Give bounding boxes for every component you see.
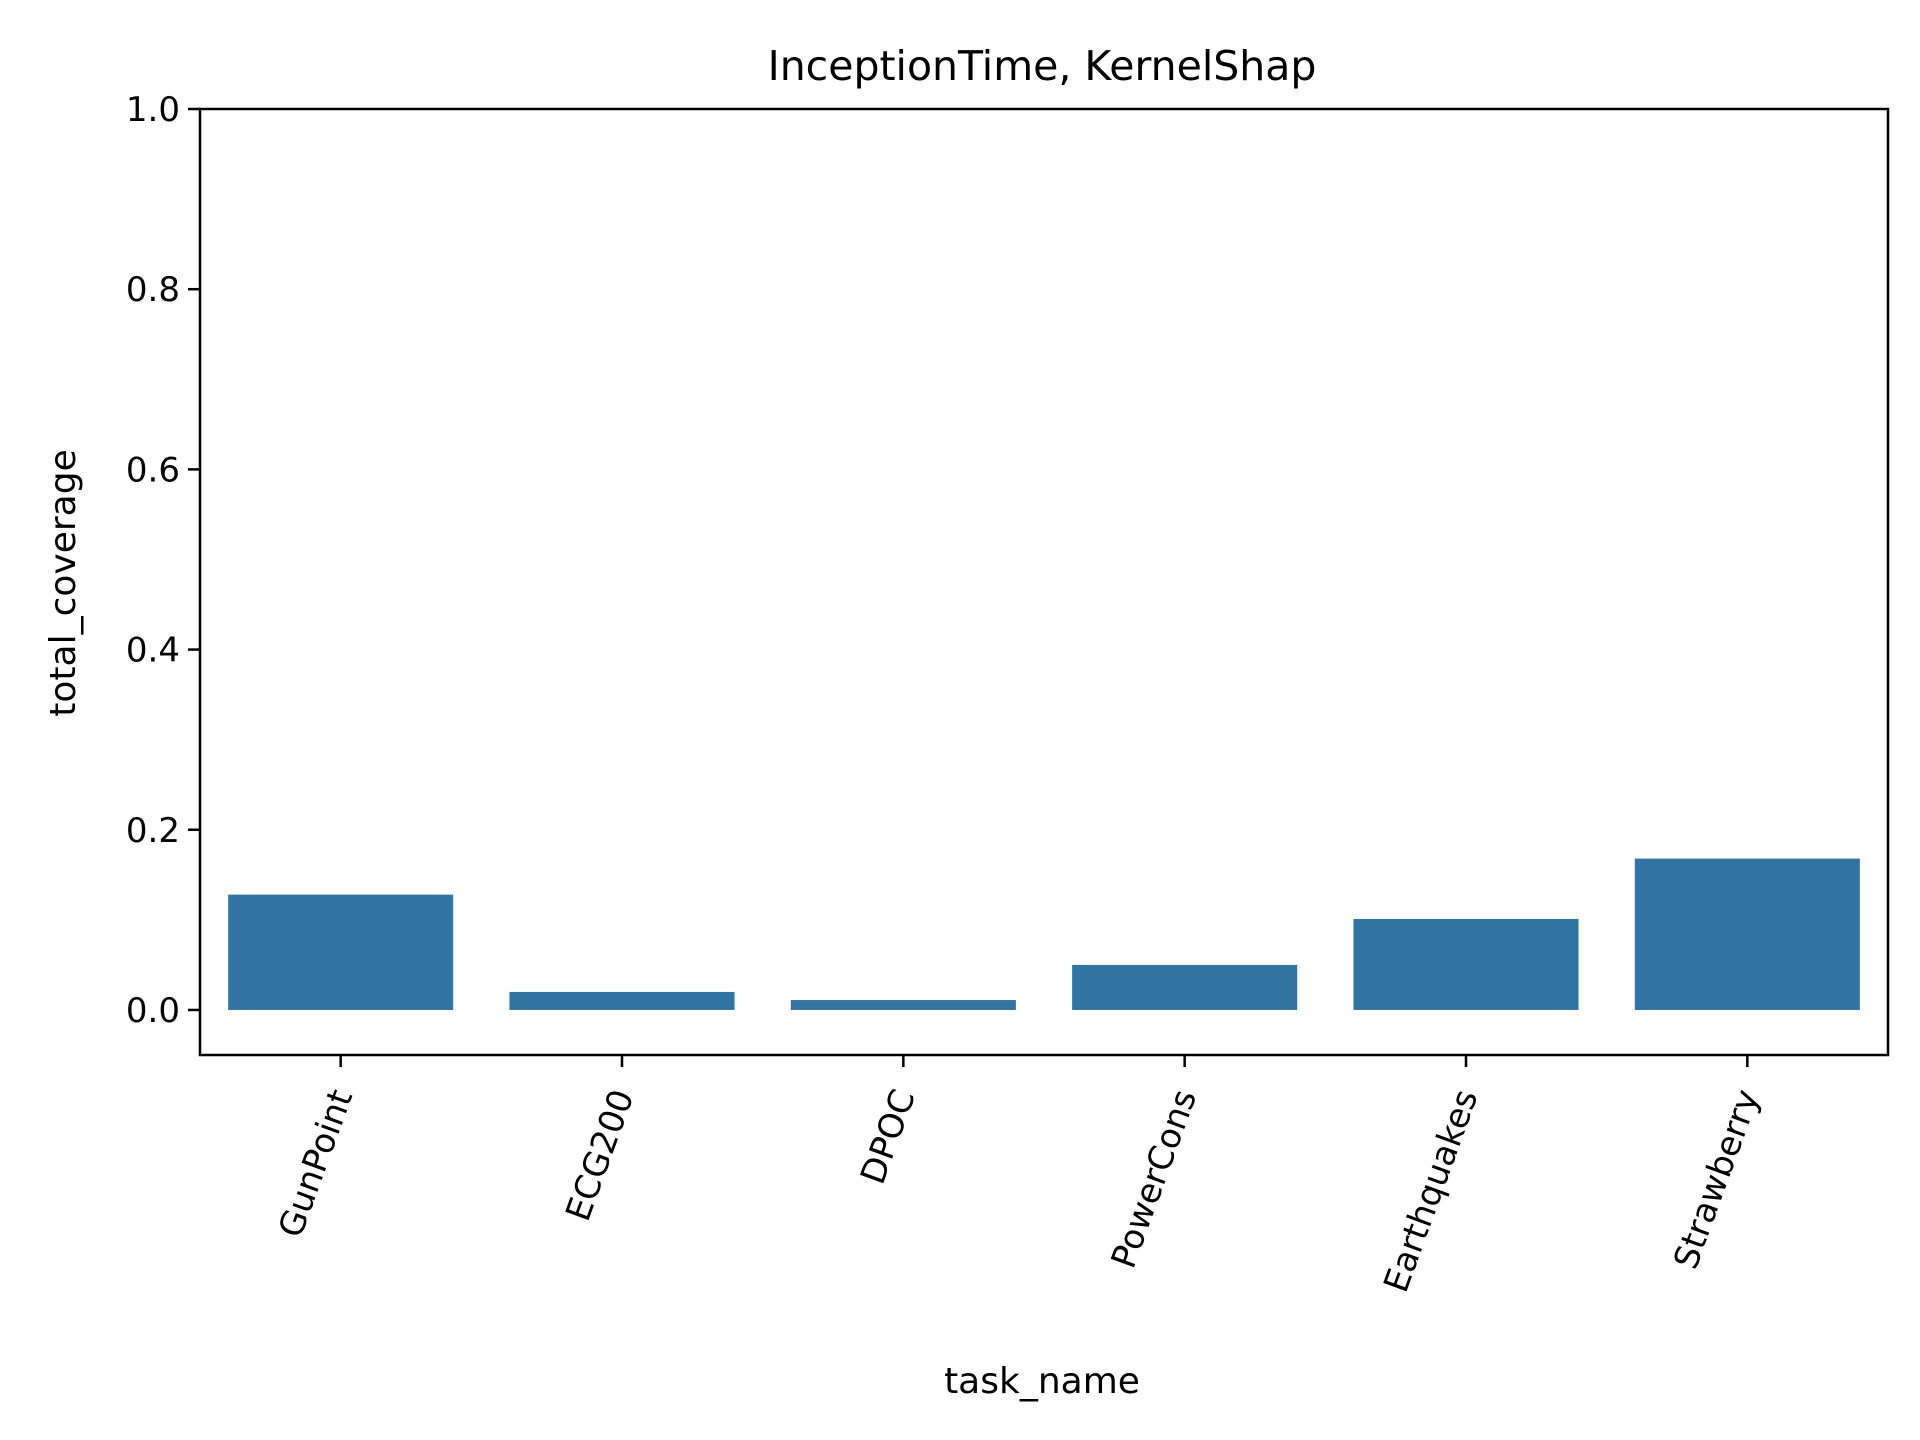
chart-title: InceptionTime, KernelShap [768,42,1317,90]
y-tick-label: 0.8 [126,270,180,310]
x-axis-title: task_name [944,1361,1140,1402]
bar-dpoc [790,1000,1016,1010]
x-tick-label: GunPoint [271,1084,361,1242]
bar-powercons [1072,964,1298,1010]
y-tick-label: 0.0 [126,991,180,1031]
x-tick-label: DPOC [853,1084,924,1189]
bar-gunpoint [228,894,454,1010]
y-tick-label: 0.6 [126,450,180,490]
y-axis: 0.0 0.2 0.4 0.6 0.8 1.0 [126,90,200,1031]
y-tick-label: 1.0 [126,90,180,130]
x-axis: GunPoint ECG200 DPOC PowerCons Earthquakes St… [271,1055,1768,1298]
x-tick-label: Earthquakes [1376,1084,1486,1297]
bar-earthquakes [1353,918,1579,1010]
bars-group [228,858,1860,1010]
y-axis-title: total_coverage [43,449,84,716]
plot-frame [198,107,1890,1057]
y-tick-label: 0.2 [126,811,180,851]
x-tick-label: PowerCons [1104,1084,1205,1273]
y-tick-label: 0.4 [126,631,180,671]
bar-strawberry [1634,858,1860,1010]
x-tick-label: ECG200 [558,1084,642,1226]
bar-ecg200 [509,991,735,1010]
x-tick-label: Strawberry [1666,1084,1768,1274]
